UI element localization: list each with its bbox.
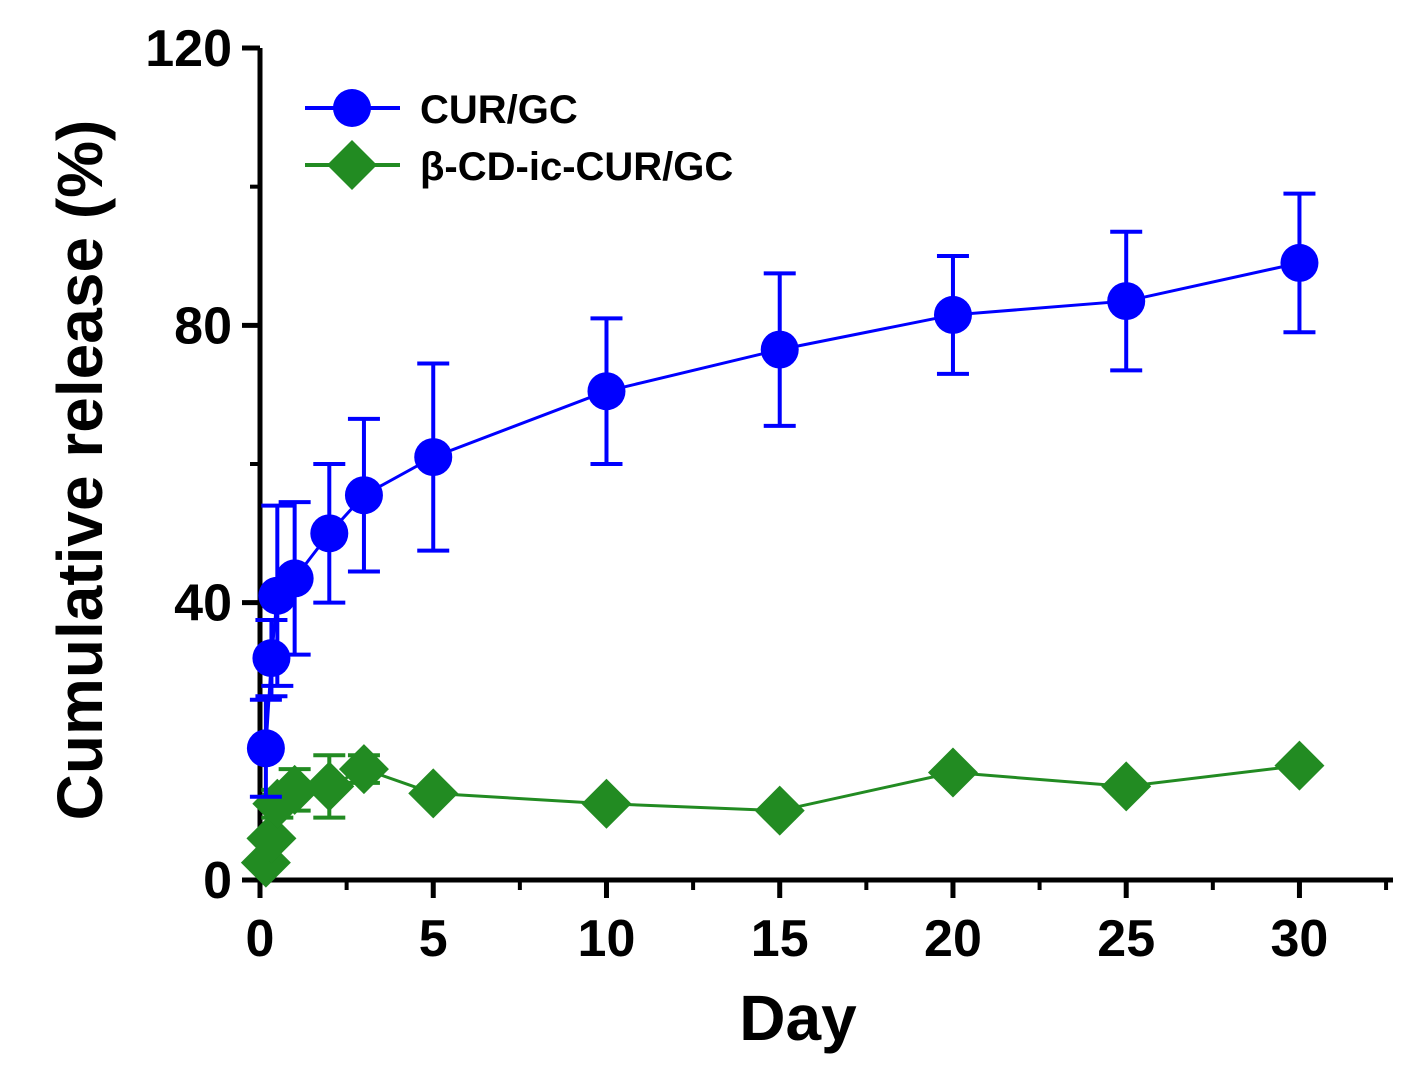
x-tick-label: 10 (578, 910, 636, 968)
x-tick-label: 5 (419, 910, 448, 968)
x-tick-label: 30 (1271, 910, 1329, 968)
data-point-cur-gc (310, 514, 349, 553)
data-point-cur-gc (275, 559, 314, 598)
y-tick-label: 40 (174, 575, 232, 633)
data-point-cur-gc (587, 372, 626, 411)
data-point-cur-gc (344, 476, 383, 515)
legend: CUR/GC β-CD-ic-CUR/GC (305, 88, 733, 190)
data-point-cur-gc (414, 438, 453, 477)
y-tick-label: 0 (203, 852, 232, 910)
legend-label-bcd-ic-cur-gc: β-CD-ic-CUR/GC (420, 145, 733, 189)
data-point-bcd-ic-cur-gc (1101, 761, 1152, 812)
data-point-bcd-ic-cur-gc (754, 785, 805, 836)
data-point-cur-gc (1280, 243, 1319, 282)
x-axis-title: Day (739, 982, 857, 1054)
legend-label-cur-gc: CUR/GC (420, 88, 578, 132)
legend-marker-bcd-ic-cur-gc (327, 140, 377, 190)
series-layer (240, 191, 1325, 888)
x-tick-label: 25 (1097, 910, 1155, 968)
x-tick-label: 20 (924, 910, 982, 968)
data-point-bcd-ic-cur-gc (338, 744, 389, 795)
series-cur-gc (246, 191, 1319, 799)
y-axis-title: Cumulative release (%) (44, 120, 116, 821)
x-tick-label: 0 (246, 910, 275, 968)
data-point-cur-gc (246, 729, 285, 768)
data-point-bcd-ic-cur-gc (408, 768, 459, 819)
data-point-cur-gc (933, 295, 972, 334)
legend-marker-cur-gc (333, 89, 371, 127)
data-point-bcd-ic-cur-gc (581, 778, 632, 829)
data-point-bcd-ic-cur-gc (1274, 740, 1325, 791)
data-point-cur-gc (1107, 282, 1146, 321)
y-tick-label: 80 (174, 297, 232, 355)
data-point-bcd-ic-cur-gc (304, 761, 355, 812)
axes: 0 40 80 120 0 5 10 15 20 25 30 (145, 20, 1393, 968)
data-point-bcd-ic-cur-gc (269, 764, 320, 815)
y-tick-label: 120 (145, 20, 232, 78)
data-point-bcd-ic-cur-gc (246, 813, 297, 864)
data-point-cur-gc (760, 330, 799, 369)
data-point-cur-gc (252, 639, 291, 678)
x-tick-label: 15 (751, 910, 809, 968)
series-bcd-ic-cur-gc (240, 740, 1325, 888)
data-point-bcd-ic-cur-gc (927, 747, 978, 798)
